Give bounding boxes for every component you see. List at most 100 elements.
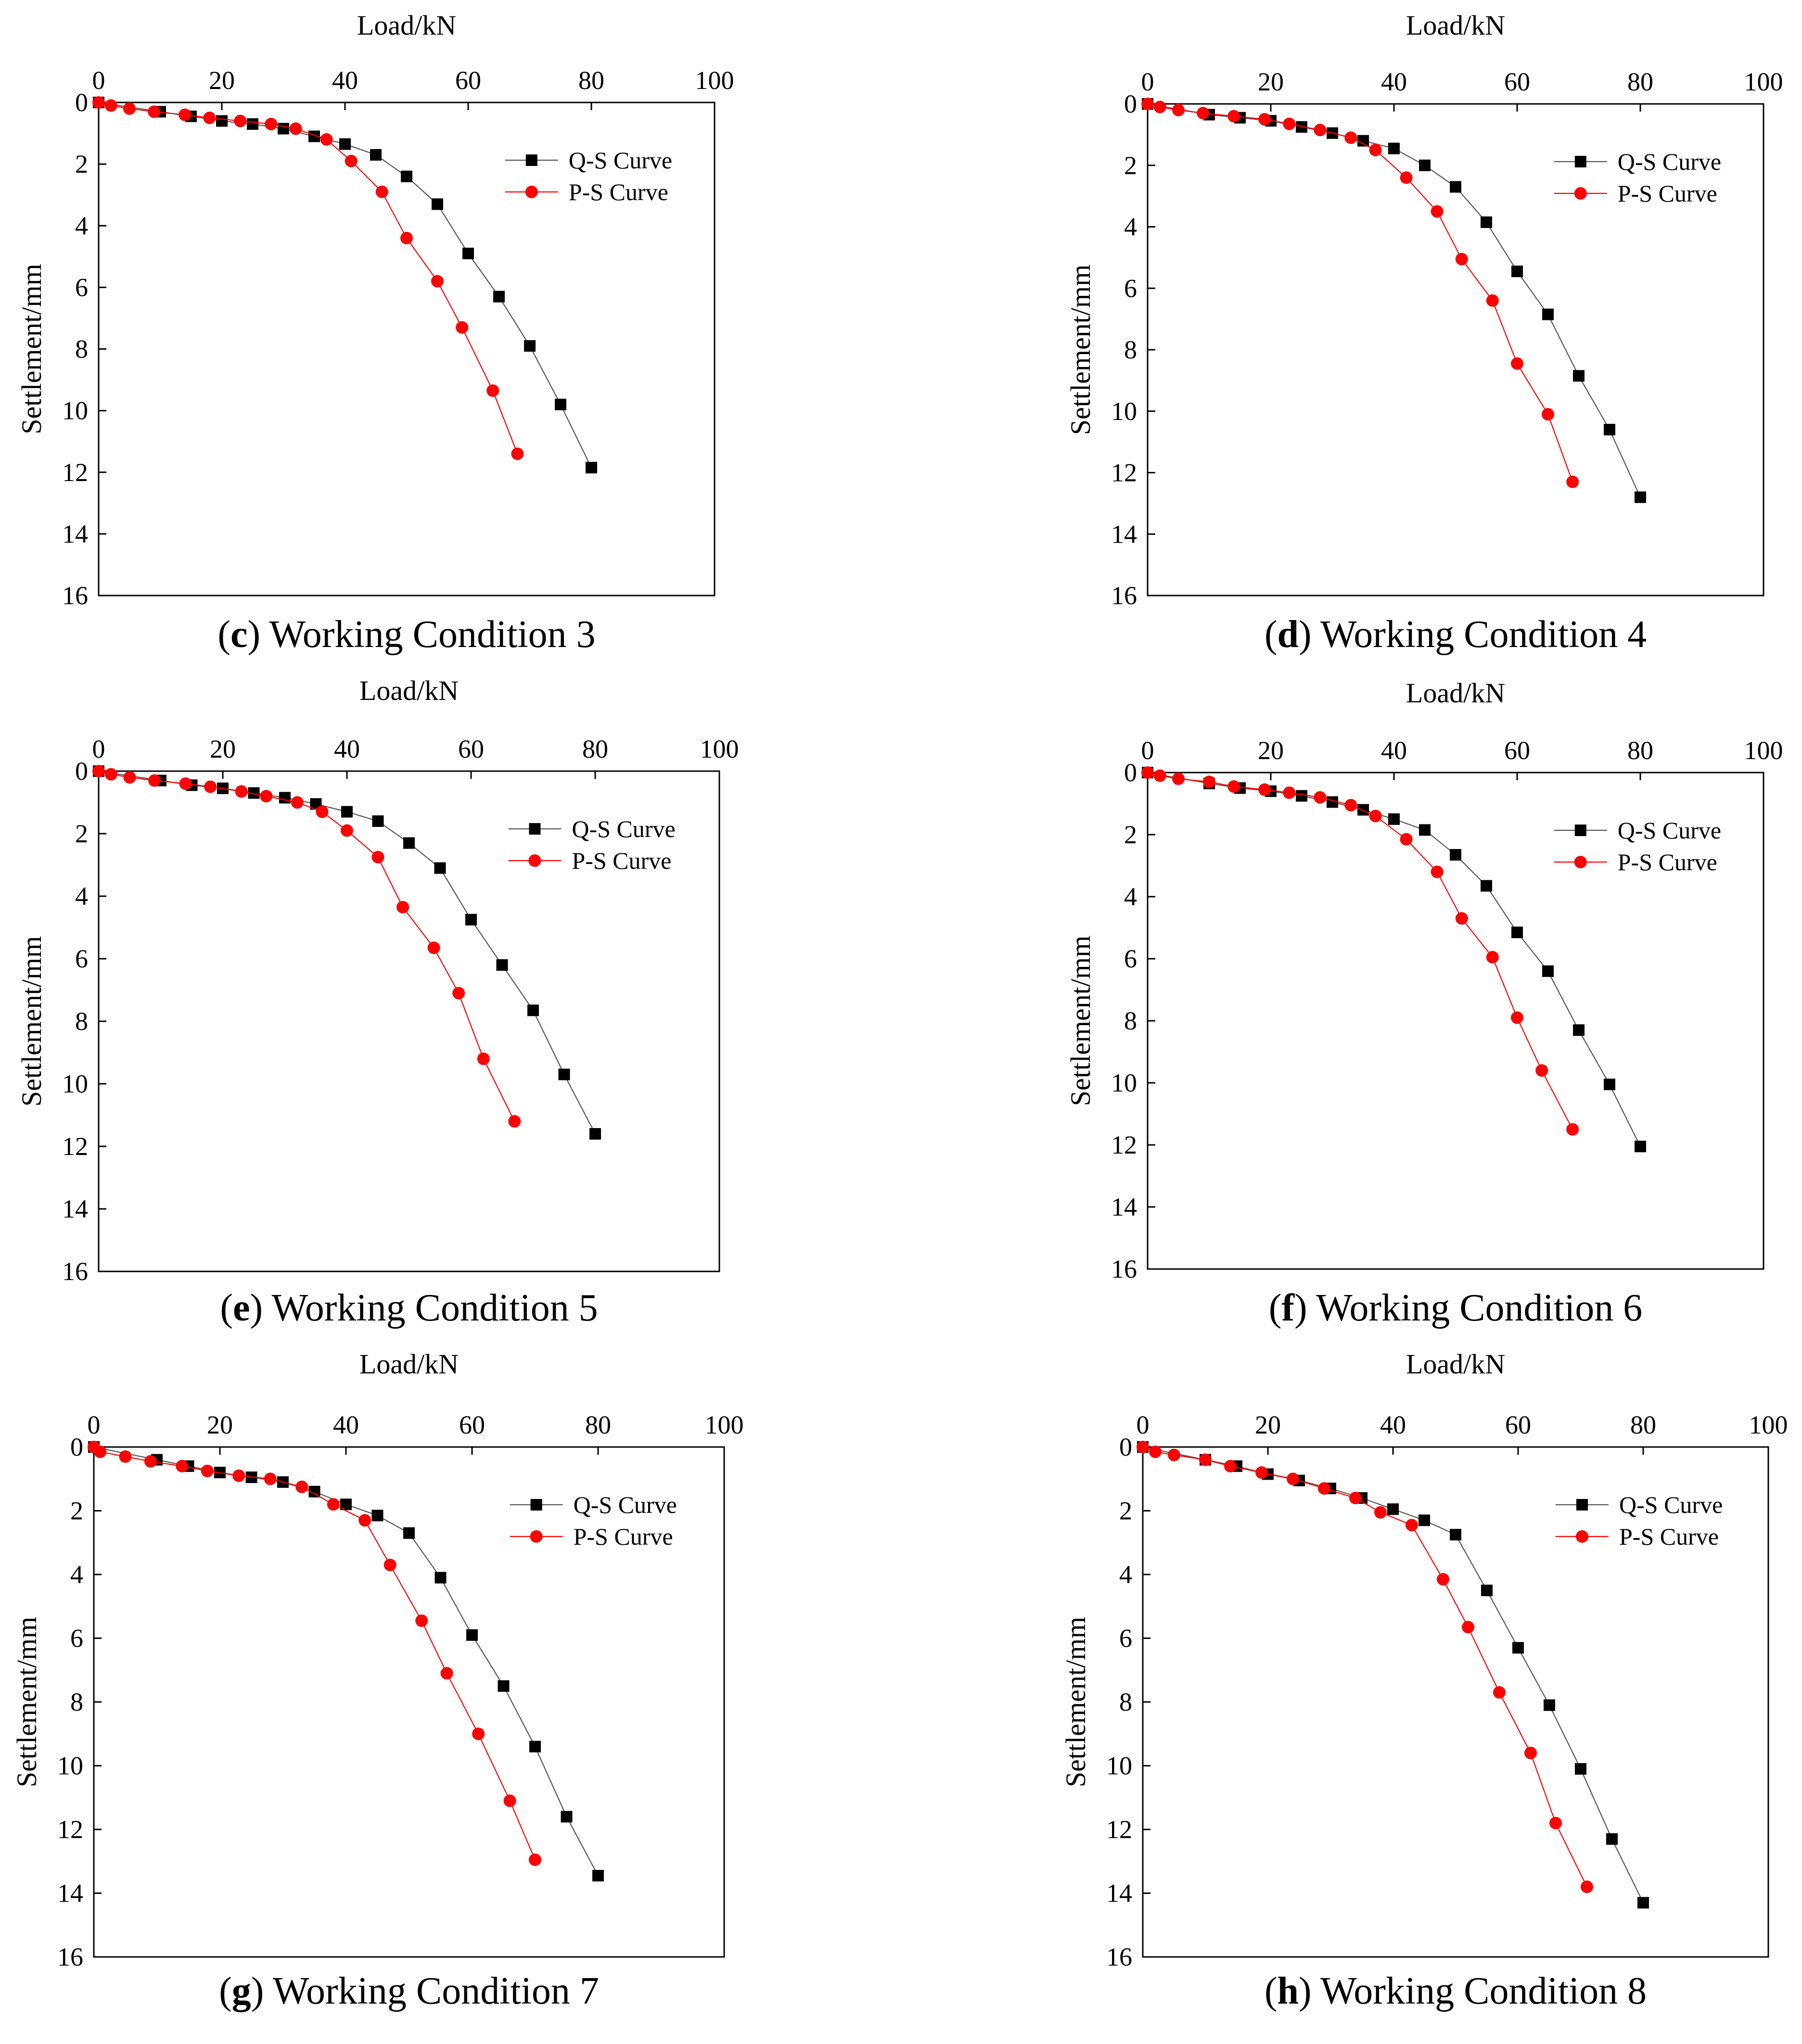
caption-text: Working Condition 3 <box>260 613 596 656</box>
data-point-square <box>1357 135 1369 147</box>
data-point-circle <box>92 96 105 109</box>
x-tick-label: 0 <box>92 66 105 95</box>
series-line <box>1142 1446 1644 1903</box>
y-axis-title: Settlement/mm <box>16 936 47 1106</box>
x-tick-label: 40 <box>1381 736 1407 765</box>
data-point-square <box>496 959 508 971</box>
data-point-square <box>341 806 353 818</box>
x-tick-label: 20 <box>1255 1410 1281 1439</box>
x-tick-label: 20 <box>1258 67 1284 96</box>
legend: Q-S Curve P-S Curve <box>1554 817 1721 876</box>
caption-paren-open: ( <box>1265 613 1278 656</box>
y-tick-label: 0 <box>70 1433 83 1461</box>
x-tick-label: 80 <box>1627 67 1653 96</box>
data-point-square <box>1511 927 1523 939</box>
chart-panel-h: 0 20 40 60 80 100 0 2 4 6 8 10 12 14 16 Load/kN Settleme… <box>1060 1348 1788 2012</box>
legend-marker-circle <box>528 854 541 867</box>
data-point-circle <box>1349 1492 1362 1504</box>
data-point-circle <box>204 780 217 793</box>
data-point-circle <box>472 1727 485 1740</box>
plot-frame <box>1147 772 1764 1270</box>
data-point-circle <box>1149 1445 1162 1458</box>
data-point-circle <box>119 1450 132 1463</box>
caption-paren-open: ( <box>220 1287 233 1329</box>
y-tick-label: 2 <box>1124 820 1137 849</box>
y-tick-label: 14 <box>1106 1879 1132 1908</box>
caption-paren-close: ) <box>1299 613 1312 656</box>
data-point-circle <box>295 1480 308 1493</box>
data-point-circle <box>1314 791 1327 804</box>
y-tick-label: 4 <box>1119 1560 1132 1589</box>
data-point-circle <box>148 105 161 118</box>
y-tick-label: 0 <box>75 88 88 117</box>
y-tick-label: 12 <box>1111 1130 1137 1159</box>
x-tick-label: 80 <box>585 1410 611 1439</box>
data-point-square <box>1542 965 1554 977</box>
y-tick-label: 0 <box>75 757 88 786</box>
series-line <box>1147 772 1641 1147</box>
data-point-circle <box>452 987 465 1000</box>
y-tick-label: 10 <box>57 1752 83 1780</box>
data-point-circle <box>1172 772 1185 785</box>
y-tick-label: 2 <box>70 1497 83 1525</box>
data-point-circle <box>1227 780 1240 793</box>
data-point-circle <box>264 1473 277 1485</box>
data-point-circle <box>529 1853 541 1866</box>
series-q-s <box>1142 767 1646 1153</box>
caption-letter: e <box>233 1287 250 1329</box>
x-tick-label: 0 <box>1137 1410 1150 1439</box>
data-point-circle <box>123 771 136 784</box>
y-tick-label: 2 <box>75 819 88 848</box>
x-tick-label: 20 <box>210 735 236 763</box>
y-tick-label: 2 <box>1124 151 1137 180</box>
legend-label: P-S Curve <box>569 178 668 205</box>
data-point-square <box>247 118 258 130</box>
data-point-circle <box>203 112 216 125</box>
caption-paren-open: ( <box>217 613 230 656</box>
data-point-square <box>1388 142 1400 154</box>
legend-marker-square <box>1576 1499 1588 1511</box>
panel-caption: (c) Working Condition 3 <box>217 613 595 656</box>
y-tick-label: 0 <box>1124 758 1137 787</box>
data-point-circle <box>456 321 469 334</box>
y-tick-label: 8 <box>1119 1688 1132 1716</box>
series-line <box>98 102 592 468</box>
legend-marker-circle <box>525 186 538 198</box>
data-point-square <box>1604 1079 1615 1091</box>
data-point-square <box>1296 790 1307 802</box>
data-point-circle <box>400 231 413 244</box>
data-point-square <box>1606 1833 1618 1845</box>
y-tick-label: 6 <box>1124 944 1137 973</box>
x-tick-label: 100 <box>700 735 739 763</box>
data-point-circle <box>104 768 117 781</box>
y-tick-label: 12 <box>1106 1815 1132 1844</box>
data-point-circle <box>1141 98 1154 110</box>
legend-label: Q-S Curve <box>1618 817 1721 844</box>
data-point-circle <box>1255 1466 1268 1479</box>
data-point-square <box>1357 804 1369 816</box>
y-tick-label: 6 <box>1124 274 1137 303</box>
caption-paren-open: ( <box>219 1970 232 2012</box>
caption-paren-close: ) <box>1299 1970 1312 2012</box>
data-point-circle <box>1199 1453 1212 1466</box>
data-point-square <box>1419 1514 1430 1526</box>
y-tick-label: 10 <box>1106 1752 1132 1780</box>
data-point-circle <box>1455 253 1468 266</box>
data-point-circle <box>1462 1621 1474 1634</box>
chart-panel-d: 0 20 40 60 80 100 0 2 4 6 8 10 12 14 16 Load/kN Settleme… <box>1065 10 1783 656</box>
x-tick-label: 100 <box>1749 1410 1788 1439</box>
x-tick-label: 0 <box>92 735 105 763</box>
x-axis-title: Load/kN <box>359 1348 459 1380</box>
y-tick-label: 10 <box>62 1069 88 1098</box>
x-tick-label: 60 <box>458 735 484 763</box>
x-tick-label: 40 <box>1381 67 1407 96</box>
x-tick-label: 40 <box>334 735 360 763</box>
data-point-square <box>435 1572 447 1584</box>
data-point-circle <box>1486 951 1499 964</box>
data-point-circle <box>1400 833 1413 846</box>
x-tick-label: 100 <box>1744 67 1783 96</box>
data-point-circle <box>1258 113 1271 126</box>
y-tick-label: 8 <box>70 1688 83 1716</box>
data-point-circle <box>383 1559 396 1572</box>
x-axis-title: Load/kN <box>357 10 456 41</box>
